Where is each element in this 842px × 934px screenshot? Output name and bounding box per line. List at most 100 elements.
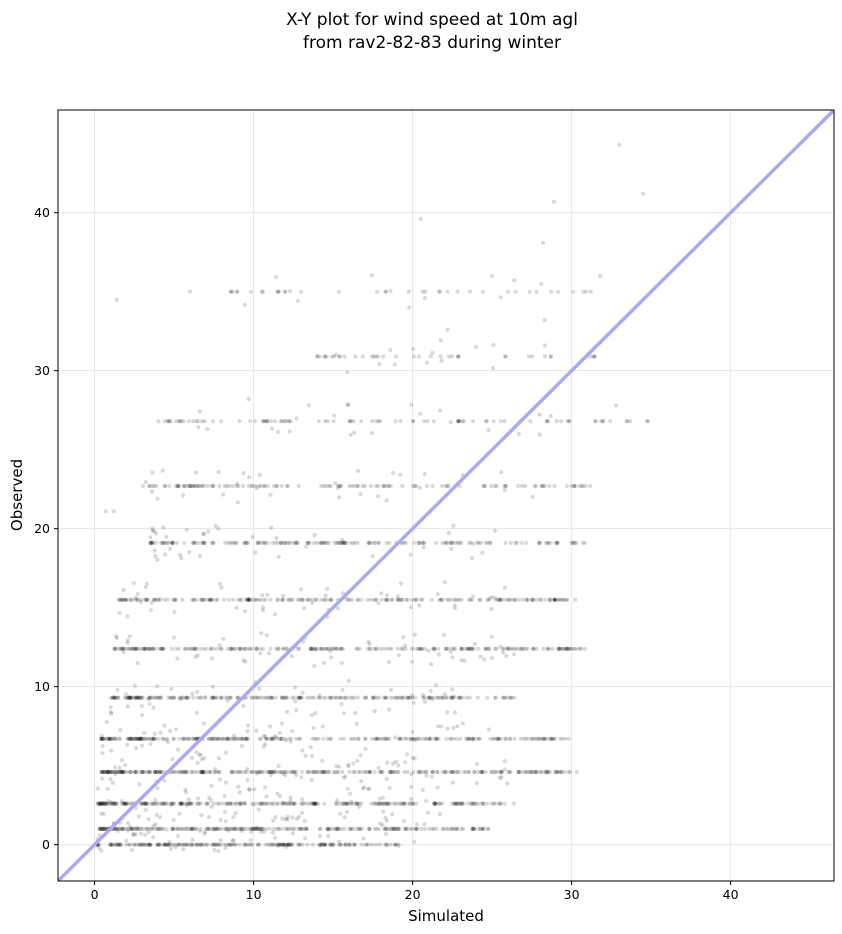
data-point bbox=[455, 801, 460, 806]
data-point bbox=[176, 842, 181, 847]
data-point bbox=[198, 842, 203, 847]
data-point bbox=[459, 646, 464, 651]
data-point bbox=[237, 790, 242, 795]
data-point bbox=[269, 695, 274, 700]
data-point bbox=[521, 646, 526, 651]
data-point bbox=[342, 540, 347, 546]
data-point bbox=[216, 736, 221, 741]
data-point bbox=[537, 412, 542, 417]
data-point bbox=[296, 483, 301, 489]
data-point bbox=[160, 468, 165, 473]
data-point bbox=[223, 826, 228, 832]
data-point bbox=[309, 646, 314, 651]
data-point bbox=[471, 826, 477, 832]
data-point bbox=[342, 540, 347, 546]
data-point bbox=[316, 736, 321, 741]
data-point bbox=[143, 807, 148, 812]
data-point bbox=[110, 801, 115, 806]
data-point bbox=[171, 826, 176, 832]
data-point bbox=[160, 540, 165, 546]
data-point bbox=[347, 842, 352, 847]
data-point bbox=[299, 597, 304, 602]
data-point bbox=[275, 843, 280, 848]
data-point bbox=[416, 769, 421, 775]
data-point bbox=[377, 419, 383, 424]
outlier-point bbox=[424, 360, 429, 365]
data-point bbox=[162, 597, 167, 602]
data-point bbox=[159, 646, 164, 651]
data-point bbox=[288, 739, 293, 744]
data-point bbox=[133, 695, 138, 700]
data-point bbox=[208, 597, 213, 602]
data-point bbox=[454, 826, 459, 832]
data-point bbox=[358, 646, 363, 651]
data-point bbox=[129, 826, 134, 832]
data-point bbox=[334, 801, 339, 806]
data-point bbox=[419, 769, 424, 775]
data-point bbox=[234, 605, 239, 610]
data-point bbox=[353, 354, 358, 359]
data-point bbox=[226, 828, 231, 833]
data-point bbox=[553, 769, 558, 775]
data-point bbox=[148, 695, 153, 700]
data-point bbox=[548, 736, 553, 741]
data-point bbox=[314, 646, 319, 651]
data-point bbox=[224, 483, 229, 489]
data-point bbox=[368, 769, 373, 775]
data-point bbox=[215, 769, 220, 775]
data-point bbox=[539, 483, 544, 489]
data-point bbox=[151, 826, 156, 832]
data-point bbox=[444, 736, 449, 741]
data-point bbox=[128, 695, 133, 700]
data-point bbox=[275, 289, 280, 294]
data-point bbox=[343, 540, 348, 546]
data-point bbox=[99, 769, 105, 775]
data-point bbox=[182, 483, 187, 489]
data-point bbox=[388, 826, 393, 832]
data-point bbox=[486, 597, 491, 602]
data-point bbox=[530, 597, 535, 602]
data-point bbox=[498, 419, 503, 424]
data-point bbox=[152, 695, 157, 700]
data-point bbox=[190, 769, 195, 775]
data-point bbox=[495, 597, 500, 602]
data-point bbox=[430, 483, 435, 489]
data-point bbox=[457, 801, 463, 806]
data-point bbox=[177, 801, 182, 806]
data-point bbox=[189, 755, 194, 760]
data-point bbox=[182, 540, 187, 546]
data-point bbox=[194, 470, 199, 475]
data-point bbox=[341, 646, 346, 651]
data-point bbox=[109, 800, 114, 805]
data-point bbox=[549, 736, 554, 741]
data-point bbox=[292, 695, 297, 700]
data-point bbox=[367, 769, 372, 775]
data-point bbox=[422, 540, 427, 546]
data-point bbox=[465, 646, 470, 651]
data-point bbox=[253, 695, 258, 700]
data-point bbox=[183, 790, 188, 795]
data-point bbox=[233, 736, 238, 741]
data-point bbox=[152, 769, 157, 775]
data-point bbox=[343, 774, 348, 779]
data-point bbox=[381, 483, 387, 489]
data-point bbox=[286, 842, 291, 847]
data-point bbox=[160, 826, 165, 832]
data-point bbox=[572, 646, 577, 651]
data-point bbox=[127, 769, 132, 775]
data-point bbox=[270, 830, 275, 835]
data-point bbox=[504, 695, 509, 700]
data-point bbox=[211, 736, 216, 741]
data-point bbox=[312, 736, 317, 741]
data-point bbox=[379, 597, 384, 602]
data-point bbox=[322, 540, 327, 546]
data-point bbox=[235, 736, 240, 741]
data-point bbox=[279, 842, 284, 847]
data-point bbox=[201, 597, 206, 602]
data-point bbox=[231, 838, 236, 843]
data-point bbox=[103, 801, 108, 806]
data-point bbox=[453, 540, 459, 546]
data-point bbox=[176, 769, 182, 775]
data-point bbox=[365, 597, 370, 602]
data-point bbox=[110, 769, 115, 775]
